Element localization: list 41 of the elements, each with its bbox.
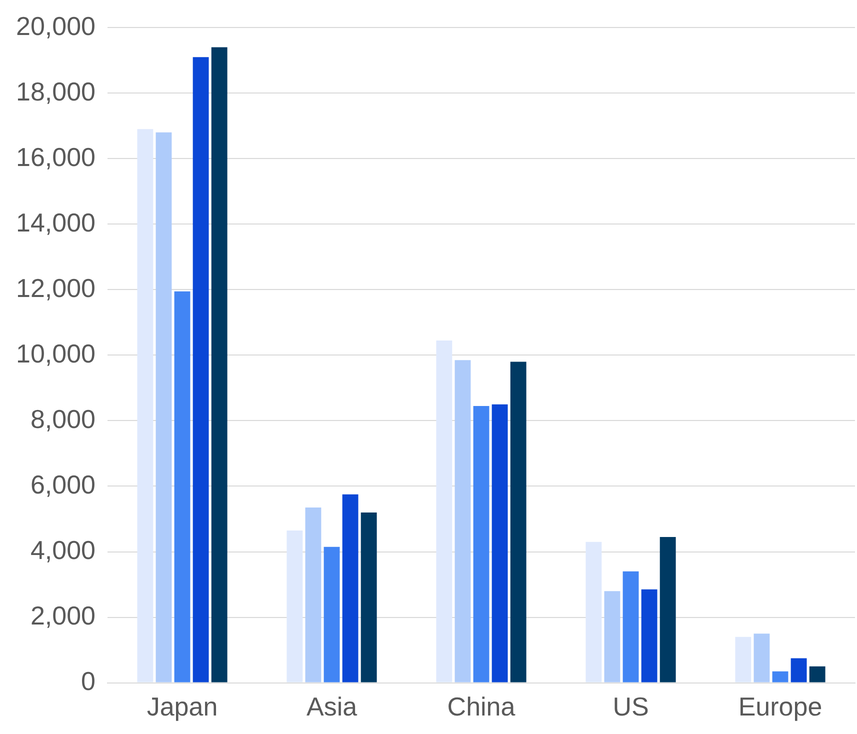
bar: [660, 537, 676, 682]
x-tick-label: US: [612, 692, 649, 722]
bar: [492, 404, 508, 682]
y-tick-label: 16,000: [16, 142, 96, 172]
y-tick-label: 12,000: [16, 272, 96, 303]
bar: [192, 57, 209, 682]
x-tick-label: Asia: [306, 692, 358, 722]
bar: [174, 291, 190, 682]
bar: [754, 634, 770, 682]
x-tick-label: Japan: [146, 692, 218, 722]
bar: [137, 129, 154, 682]
bar: [454, 360, 471, 682]
bar: [790, 658, 807, 682]
bar: [604, 591, 620, 682]
bar: [622, 571, 639, 682]
bar: [586, 542, 602, 682]
y-tick-label: 10,000: [16, 338, 96, 368]
bar: [473, 406, 490, 682]
y-tick-label: 2,000: [30, 600, 96, 630]
bar: [436, 340, 452, 682]
bar: [772, 671, 788, 682]
bar: [510, 362, 526, 682]
y-tick-label: 8,000: [30, 404, 96, 434]
y-tick-label: 0: [81, 666, 96, 696]
x-tick-label: China: [447, 692, 516, 722]
bar: [156, 132, 172, 682]
y-tick-label: 18,000: [16, 76, 96, 106]
bar: [641, 589, 658, 682]
y-tick-label: 4,000: [30, 534, 96, 565]
bar: [211, 47, 228, 682]
x-tick-label: Europe: [738, 692, 822, 722]
bar: [360, 512, 377, 682]
bar: [324, 546, 340, 682]
bar: [342, 494, 358, 682]
bar: [286, 530, 303, 682]
bar: [305, 508, 322, 682]
y-tick-label: 6,000: [30, 469, 96, 500]
y-tick-label: 20,000: [16, 10, 96, 41]
y-tick-label: 14,000: [16, 207, 96, 238]
bar: [735, 636, 752, 682]
bar: [809, 666, 826, 682]
